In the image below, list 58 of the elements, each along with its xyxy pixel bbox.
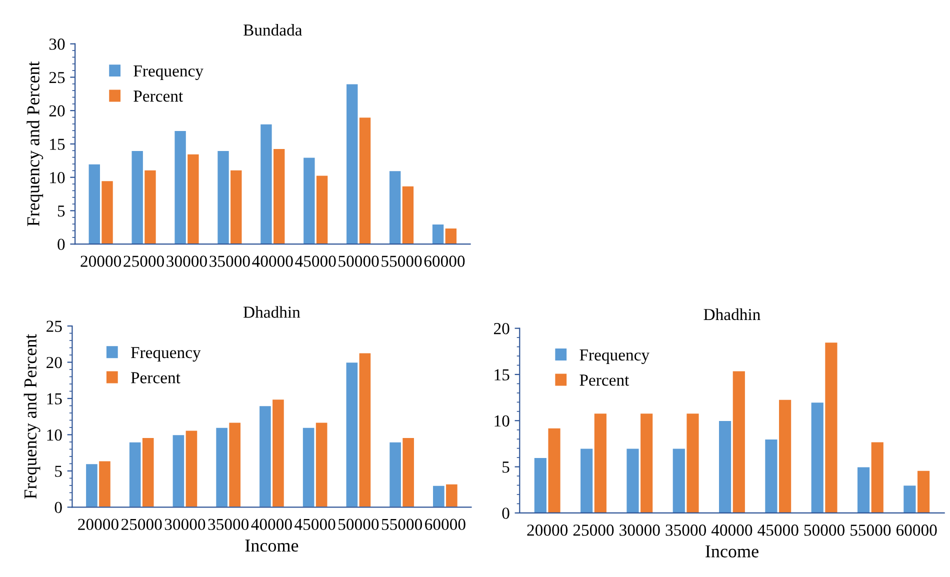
y-tick-label: 15 bbox=[47, 393, 62, 404]
x-tick-label: 25000 bbox=[121, 518, 162, 530]
x-tick-label: 45000 bbox=[294, 518, 336, 530]
x-tick-label: 40000 bbox=[252, 256, 293, 267]
x-tick-label: 25000 bbox=[124, 256, 164, 267]
legend-label: Frequency bbox=[134, 66, 204, 80]
x-tick-label: 60000 bbox=[425, 518, 466, 530]
y-tick-label: 5 bbox=[502, 462, 510, 473]
x-tick-label: 30000 bbox=[166, 256, 207, 267]
y-tick-label: 10 bbox=[47, 429, 62, 441]
chart-title: Bundada bbox=[244, 24, 302, 36]
y-tick-label: 20 bbox=[49, 105, 65, 117]
y-tick-label: 25 bbox=[49, 72, 65, 84]
x-tick-label: 40000 bbox=[251, 518, 292, 530]
x-axis-title: Income bbox=[245, 540, 298, 552]
x-tick-label: 55000 bbox=[850, 524, 891, 536]
y-tick-label: 25 bbox=[46, 320, 62, 332]
y-tick-label: 5 bbox=[55, 466, 62, 477]
y-tick-label: 15 bbox=[494, 369, 510, 380]
legend-label: Percent bbox=[130, 372, 180, 384]
x-axis-title: Income bbox=[706, 545, 758, 558]
y-tick-label: 15 bbox=[50, 138, 65, 150]
x-tick-label: 50000 bbox=[338, 518, 379, 530]
chart-title: Dhadhin bbox=[243, 306, 300, 318]
x-tick-label: 45000 bbox=[758, 524, 798, 536]
x-tick-label: 60000 bbox=[896, 524, 937, 536]
y-tick-label: 20 bbox=[46, 356, 62, 368]
y-axis-title: Frequency and Percent bbox=[24, 334, 40, 499]
x-tick-label: 40000 bbox=[711, 524, 752, 536]
x-tick-label: 45000 bbox=[295, 256, 336, 267]
x-tick-label: 50000 bbox=[338, 256, 379, 267]
y-tick-label: 30 bbox=[49, 38, 65, 50]
y-tick-label: 0 bbox=[58, 238, 65, 250]
x-tick-label: 55000 bbox=[382, 256, 422, 267]
legend-label: Percent bbox=[580, 374, 630, 386]
legend-label: Frequency bbox=[580, 350, 650, 364]
x-tick-label: 35000 bbox=[666, 524, 706, 536]
y-tick-label: 5 bbox=[58, 206, 65, 217]
x-tick-label: 25000 bbox=[573, 524, 614, 536]
x-tick-label: 35000 bbox=[210, 256, 250, 267]
y-tick-label: 10 bbox=[494, 415, 510, 427]
x-tick-label: 20000 bbox=[527, 524, 568, 536]
y-tick-label: 0 bbox=[54, 502, 62, 514]
y-tick-label: 20 bbox=[494, 323, 510, 334]
y-tick-label: 10 bbox=[50, 172, 65, 184]
y-tick-label: 0 bbox=[502, 508, 510, 519]
y-axis-title: Frequency and Percent bbox=[26, 61, 44, 226]
x-tick-label: 55000 bbox=[382, 518, 422, 530]
x-tick-label: 50000 bbox=[804, 524, 844, 536]
legend-label: Percent bbox=[134, 90, 184, 102]
x-tick-label: 20000 bbox=[80, 256, 122, 267]
x-tick-label: 30000 bbox=[620, 524, 660, 536]
x-tick-label: 20000 bbox=[78, 518, 118, 530]
legend-label: Frequency bbox=[130, 347, 201, 362]
x-tick-label: 60000 bbox=[424, 256, 465, 267]
chart-title: Dhadhin bbox=[704, 308, 760, 320]
x-tick-label: 30000 bbox=[164, 518, 206, 530]
x-tick-label: 35000 bbox=[208, 518, 249, 530]
